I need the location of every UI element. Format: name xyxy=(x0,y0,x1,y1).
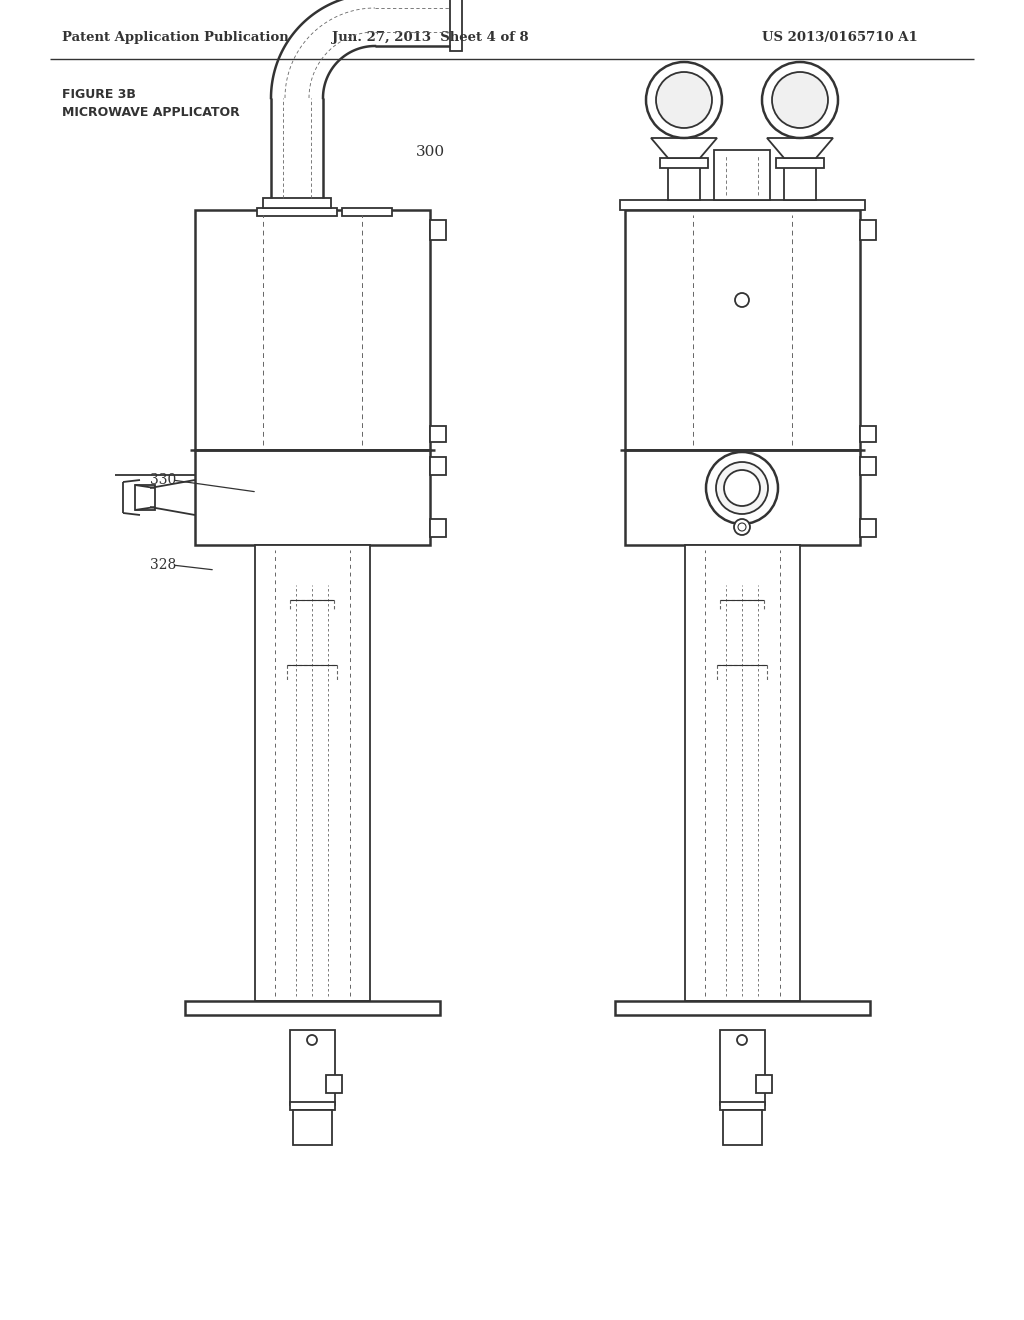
Polygon shape xyxy=(767,139,833,158)
Circle shape xyxy=(762,62,838,139)
Text: US 2013/0165710 A1: US 2013/0165710 A1 xyxy=(762,32,918,45)
Polygon shape xyxy=(651,139,717,158)
Circle shape xyxy=(734,519,750,535)
Circle shape xyxy=(646,62,722,139)
Bar xyxy=(660,158,708,168)
Bar xyxy=(860,519,876,537)
Text: FIGURE 3B: FIGURE 3B xyxy=(62,88,136,102)
Bar xyxy=(135,484,155,510)
Text: Jun. 27, 2013  Sheet 4 of 8: Jun. 27, 2013 Sheet 4 of 8 xyxy=(332,32,528,45)
Bar xyxy=(293,1110,332,1144)
Bar xyxy=(430,426,446,442)
Circle shape xyxy=(737,1035,746,1045)
Text: 300: 300 xyxy=(416,145,444,158)
Bar xyxy=(620,201,865,210)
Bar xyxy=(625,210,860,450)
Bar xyxy=(860,220,876,240)
Text: MICROWAVE APPLICATOR: MICROWAVE APPLICATOR xyxy=(62,107,240,120)
Bar xyxy=(625,450,860,545)
Bar xyxy=(430,457,446,475)
Bar xyxy=(255,545,370,1001)
Circle shape xyxy=(307,1035,317,1045)
Bar xyxy=(290,1030,335,1105)
Circle shape xyxy=(772,73,828,128)
Bar xyxy=(290,1102,335,1110)
Bar xyxy=(714,150,770,201)
Bar xyxy=(615,1001,870,1015)
Bar xyxy=(342,209,392,216)
Bar xyxy=(720,1030,765,1105)
Circle shape xyxy=(706,451,778,524)
Bar xyxy=(784,160,816,201)
Bar xyxy=(195,450,430,545)
Bar xyxy=(860,457,876,475)
Text: Patent Application Publication: Patent Application Publication xyxy=(62,32,289,45)
Bar xyxy=(860,426,876,442)
Text: 330: 330 xyxy=(150,473,176,487)
Bar xyxy=(776,158,824,168)
Circle shape xyxy=(724,470,760,506)
Bar xyxy=(263,198,331,209)
Bar xyxy=(326,1074,342,1093)
Bar xyxy=(185,1001,440,1015)
Bar xyxy=(723,1110,762,1144)
Circle shape xyxy=(656,73,712,128)
Text: 328: 328 xyxy=(150,558,176,572)
Bar xyxy=(195,210,430,450)
Bar xyxy=(720,1102,765,1110)
Circle shape xyxy=(716,462,768,513)
Bar xyxy=(756,1074,772,1093)
Bar xyxy=(668,160,700,201)
Bar xyxy=(430,220,446,240)
Circle shape xyxy=(738,523,746,531)
Bar xyxy=(685,545,800,1001)
Circle shape xyxy=(735,293,749,308)
Bar xyxy=(450,0,462,51)
Bar xyxy=(430,519,446,537)
Bar xyxy=(257,209,337,216)
